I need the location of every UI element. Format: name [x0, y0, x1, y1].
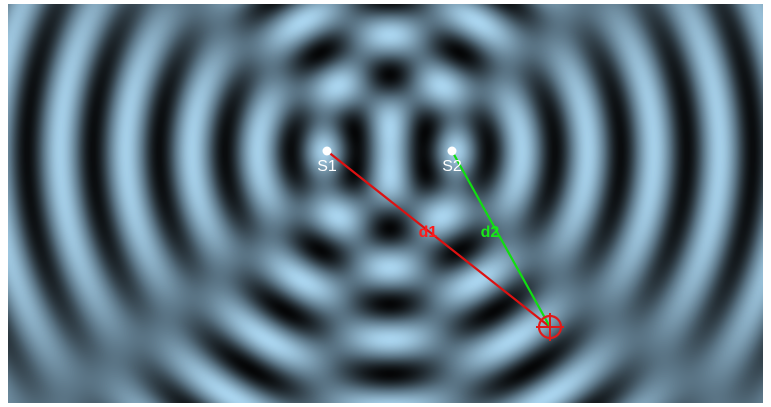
path-d2-label: d2: [481, 224, 500, 241]
path-d2-line: [451, 150, 551, 328]
source-s2[interactable]: S2: [442, 146, 462, 176]
crosshair-target-icon[interactable]: [536, 313, 564, 341]
source-s2-label: S2: [442, 158, 462, 175]
source-s1-label: S1: [317, 158, 337, 175]
wave-field: [8, 4, 763, 403]
source-s1-dot[interactable]: [322, 146, 332, 156]
overlay: S1 S2 d1 d2: [317, 146, 564, 341]
source-s1[interactable]: S1: [317, 146, 337, 176]
source-s2-dot[interactable]: [447, 146, 457, 156]
path-d1-label: d1: [419, 224, 438, 241]
path-d1-line: [326, 150, 551, 328]
